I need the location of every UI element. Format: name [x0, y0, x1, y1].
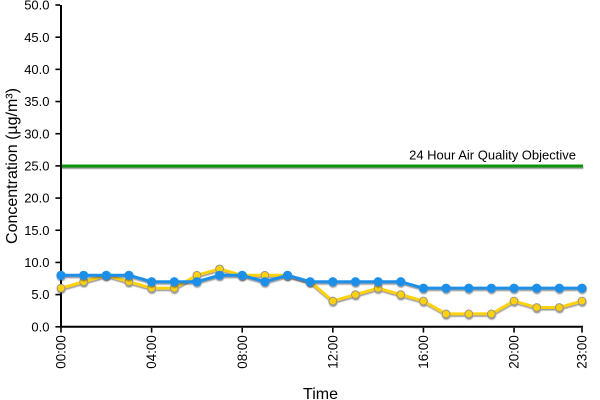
svg-text:40.0: 40.0 — [24, 62, 49, 77]
svg-text:23:00: 23:00 — [575, 335, 590, 369]
svg-text:45.0: 45.0 — [24, 30, 49, 45]
svg-text:20:00: 20:00 — [507, 335, 522, 369]
svg-text:20.0: 20.0 — [24, 191, 49, 206]
svg-text:08:00: 08:00 — [235, 335, 250, 369]
svg-text:04:00: 04:00 — [144, 335, 159, 369]
svg-text:15.0: 15.0 — [24, 223, 49, 238]
svg-text:35.0: 35.0 — [24, 94, 49, 109]
svg-text:16:00: 16:00 — [416, 335, 431, 369]
svg-text:00:00: 00:00 — [54, 335, 69, 369]
svg-text:30.0: 30.0 — [24, 126, 49, 141]
svg-text:Time: Time — [303, 386, 338, 400]
svg-text:0.0: 0.0 — [31, 319, 49, 334]
svg-text:12:00: 12:00 — [325, 335, 340, 369]
svg-text:24 Hour Air Quality Objective: 24 Hour Air Quality Objective — [409, 148, 576, 163]
svg-text:50.0: 50.0 — [24, 0, 49, 13]
svg-text:Concentration (µg/m³): Concentration (µg/m³) — [4, 88, 21, 244]
svg-text:10.0: 10.0 — [24, 255, 49, 270]
svg-text:25.0: 25.0 — [24, 159, 49, 174]
svg-text:5.0: 5.0 — [31, 287, 49, 302]
